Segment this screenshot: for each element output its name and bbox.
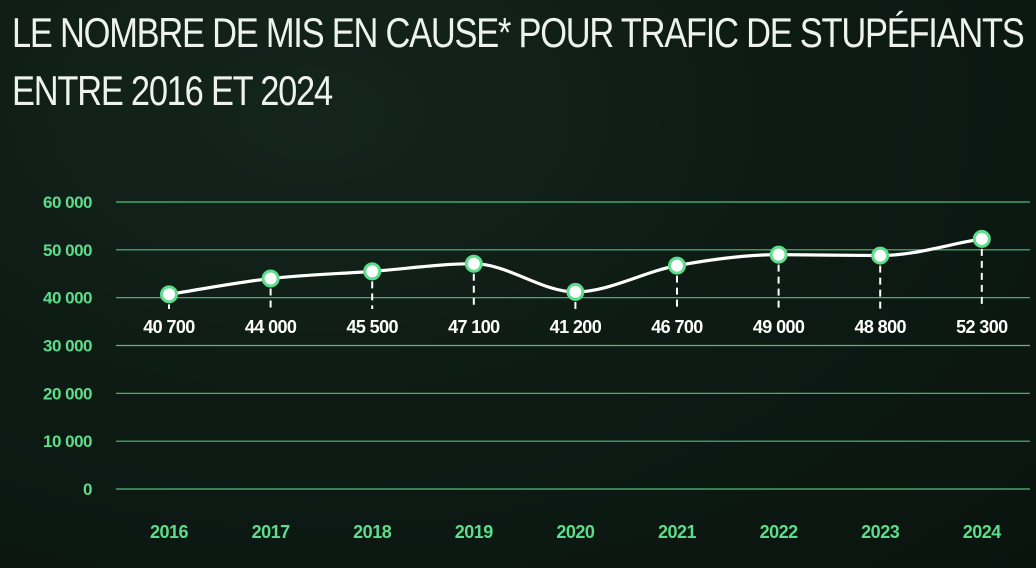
data-point bbox=[261, 269, 280, 288]
data-point bbox=[972, 229, 991, 248]
x-tick-label: 2023 bbox=[861, 522, 900, 542]
y-tick-label: 0 bbox=[83, 480, 92, 499]
data-labels: 40 700 44 000 45 500 47 100 41 200 46 700 49 0… bbox=[143, 317, 1008, 337]
data-label: 46 700 bbox=[651, 317, 703, 337]
x-tick-label: 2022 bbox=[760, 522, 799, 542]
y-tick-label: 60 000 bbox=[43, 193, 92, 212]
y-tick-label: 20 000 bbox=[43, 384, 92, 403]
label-connectors bbox=[168, 248, 983, 309]
data-point bbox=[160, 285, 178, 304]
data-point bbox=[871, 246, 890, 265]
y-tick-label: 30 000 bbox=[43, 337, 92, 356]
x-tick-label: 2016 bbox=[150, 522, 189, 542]
y-tick-label: 10 000 bbox=[43, 432, 92, 451]
x-tick-label: 2017 bbox=[252, 522, 291, 542]
data-label: 41 200 bbox=[550, 317, 602, 337]
chart-title-line-2: ENTRE 2016 ET 2024 bbox=[12, 67, 333, 114]
x-tick-label: 2018 bbox=[353, 522, 392, 542]
y-tick-label: 50 000 bbox=[43, 241, 92, 260]
data-point bbox=[566, 282, 585, 301]
data-points bbox=[160, 229, 991, 304]
data-point bbox=[363, 262, 382, 281]
data-point bbox=[668, 256, 686, 275]
data-label: 48 800 bbox=[854, 317, 906, 337]
x-axis-ticks: 2016 2017 2018 2019 2020 2021 2022 2023 2024 bbox=[150, 522, 1002, 542]
data-point bbox=[769, 245, 788, 264]
y-tick-label: 40 000 bbox=[43, 289, 92, 308]
grid-lines bbox=[116, 201, 1030, 490]
x-tick-label: 2020 bbox=[556, 522, 595, 542]
x-tick-label: 2021 bbox=[658, 522, 697, 542]
data-label: 44 000 bbox=[245, 317, 297, 337]
data-label: 52 300 bbox=[956, 317, 1008, 337]
x-tick-label: 2024 bbox=[963, 522, 1002, 542]
y-axis-ticks: 0 10 000 20 000 30 000 40 000 50 000 60 000 bbox=[43, 193, 93, 499]
data-label: 47 100 bbox=[448, 317, 500, 337]
data-label: 45 500 bbox=[346, 317, 398, 337]
data-label: 49 000 bbox=[753, 317, 805, 337]
x-tick-label: 2019 bbox=[455, 522, 494, 542]
data-point bbox=[464, 254, 483, 273]
data-label: 40 700 bbox=[143, 317, 195, 337]
